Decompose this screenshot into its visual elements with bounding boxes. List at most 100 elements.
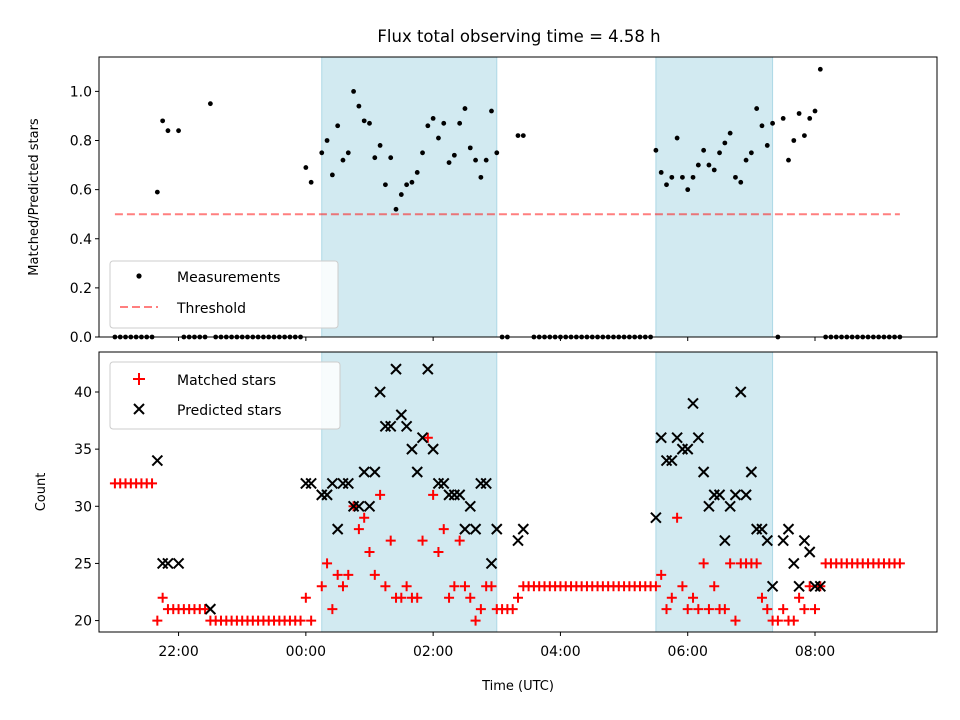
matched-star-point [322,558,333,569]
measurement-point [340,157,346,163]
matched-star-point [332,569,343,580]
matched-star-point [422,432,433,443]
measurement-point [478,174,484,180]
predicted-star-point [761,534,773,547]
y-tick-label: 0.4 [70,232,92,248]
predicted-star-point [517,523,530,535]
matched-star-point [788,615,799,626]
measurement-point [733,174,738,180]
measurement-point [324,138,330,143]
measurement-point [669,174,675,180]
predicted-star-point [385,420,397,432]
matched-star-point [417,535,428,546]
matched-star-point [513,592,523,603]
measurement-point [160,118,166,124]
measurement-point [451,152,457,158]
measurement-point [738,179,744,185]
measurement-point [489,108,494,114]
measurement-point [356,103,362,109]
predicted-star-point [671,432,683,444]
legend-measurements-marker [136,273,142,279]
predicted-star-point [703,500,715,512]
legend-threshold-label: Threshold [176,301,246,317]
measurement-point [383,182,388,188]
measurement-point [367,120,372,126]
predicted-star-point [756,523,768,535]
y-tick-label: 1.0 [70,84,92,100]
matched-star-point [810,604,821,615]
measurement-point [701,147,707,153]
measurement-point [393,206,399,212]
measurement-point [462,106,468,111]
top-shaded-intervals [321,56,774,338]
measurement-point [664,182,669,188]
measurement-point [802,133,807,138]
predicted-star-point [666,454,678,467]
predicted-star-point [395,409,408,421]
predicted-stars-points [151,363,827,615]
matched-star-point [316,581,327,592]
measurement-point [372,155,378,161]
measurement-point [398,192,404,197]
predicted-star-point [411,466,423,478]
predicted-star-point [713,489,726,501]
measurement-point [414,170,420,175]
predicted-star-point [438,477,450,490]
measurement-point [748,150,754,156]
predicted-star-point [740,489,752,501]
matched-star-point [343,569,354,580]
matched-star-point [438,524,449,535]
matched-star-point [306,615,317,626]
predicted-star-point [697,466,710,478]
measurement-point [457,120,463,126]
measurement-point [377,143,383,148]
matched-star-point [454,535,465,546]
measurement-point [674,135,680,141]
matched-star-point [375,489,386,500]
measurement-point [446,160,452,166]
matched-star-point [327,604,338,615]
matched-star-point [894,558,905,569]
predicted-star-point [650,512,662,524]
measurement-point [717,150,722,156]
measurement-point [404,182,410,188]
measurement-point [685,187,691,193]
predicted-star-point [321,489,333,501]
bottom-panel: 20 25 30 35 40 22:00 00:00 02:00 04:00 06:00 08:00… [34,351,938,694]
matched-star-point [656,569,667,580]
bottom-axes-frame [98,351,938,633]
matched-star-point [778,604,789,615]
predicted-star-point [374,386,386,398]
measurement-point [494,150,500,156]
predicted-star-point [427,443,439,455]
measurement-point [817,66,823,72]
measurement-point [436,135,441,141]
predicted-star-point [363,500,376,512]
matched-stars-points [109,432,905,626]
y-tick-label: 35 [74,442,92,458]
matched-star-point [693,604,704,615]
predicted-star-point [814,580,827,592]
predicted-star-point [512,534,524,547]
measurement-point [653,147,659,153]
matched-star-point [385,535,396,546]
measurement-point [770,120,775,126]
top-axes: 0.0 0.2 0.4 0.6 0.8 1.0 [70,84,816,346]
measurement-point [176,128,181,134]
matched-star-point [380,581,391,592]
matched-star-point [666,592,677,603]
predicted-star-point [459,523,471,535]
top-legend: Measurements Threshold [109,260,339,329]
predicted-star-point [719,534,731,547]
matched-star-point [300,592,311,603]
predicted-star-point [469,523,482,535]
predicted-star-point [300,477,312,490]
predicted-star-point [162,557,174,570]
matched-star-point [672,512,683,523]
legend-matched-label: Matched stars [177,373,276,389]
measurement-point [207,101,213,107]
measurement-point [520,133,526,138]
predicted-star-point [204,603,217,615]
measurement-point [319,150,325,156]
